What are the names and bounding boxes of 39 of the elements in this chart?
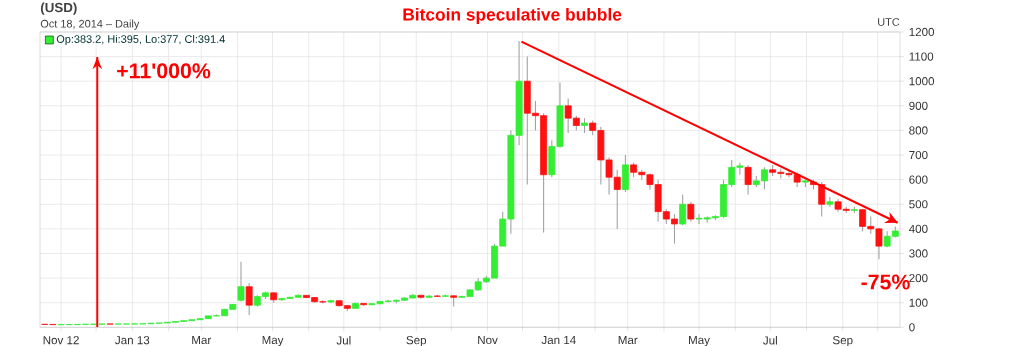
y-tick-label: 500 <box>909 200 928 209</box>
ref-line-label: +11'000% <box>117 63 211 79</box>
y-tick-label: 900 <box>909 101 928 110</box>
x-tick-label: Nov <box>478 336 498 345</box>
y-tick-label: 700 <box>909 150 928 160</box>
x-tick-label: Jul <box>763 336 777 345</box>
x-tick-label: Sep <box>832 336 853 346</box>
y-tick-label: 100 <box>909 298 928 307</box>
y-tick-label: 1100 <box>909 52 934 61</box>
text: UTC <box>878 18 900 26</box>
y-tick-label: 200 <box>909 273 928 283</box>
y-tick-label: 800 <box>909 126 928 135</box>
chart-title: Bitcoin speculative bubble <box>403 7 622 25</box>
candlestick <box>679 193 687 226</box>
candlestick <box>744 164 752 195</box>
y-tick-label: 0 <box>909 323 915 332</box>
text: Oct 18, 2014 – Daily <box>40 19 140 30</box>
y-tick-label: 400 <box>908 224 928 233</box>
x-tick-label: Jan 14 <box>541 336 576 345</box>
candlestick <box>826 196 834 208</box>
y-tick-label: 1000 <box>909 77 935 86</box>
candlestick <box>245 282 253 316</box>
annotation: Op:383.2, Hi:395, Lo:377, Cl:391.4 <box>56 34 225 46</box>
x-tick-label: Jul <box>336 336 351 345</box>
x-tick-label: Nov 12 <box>43 336 79 345</box>
x-tick-label: Sep <box>406 336 427 346</box>
x-tick-label: May <box>689 336 710 346</box>
y-tick-label: 600 <box>909 175 928 184</box>
x-tick-label: Mar <box>192 336 212 345</box>
annotation: -75% <box>861 274 910 290</box>
x-tick-label: Mar <box>618 336 638 345</box>
y-tick-label: 1200 <box>909 27 935 37</box>
y-tick-label: 300 <box>909 249 928 258</box>
candlestick <box>818 181 826 218</box>
text: (USD) <box>40 2 77 15</box>
x-tick-label: Jan 13 <box>115 336 150 345</box>
candlestick <box>687 201 695 223</box>
x-tick-label: May <box>262 336 284 346</box>
candlestick <box>237 261 245 303</box>
